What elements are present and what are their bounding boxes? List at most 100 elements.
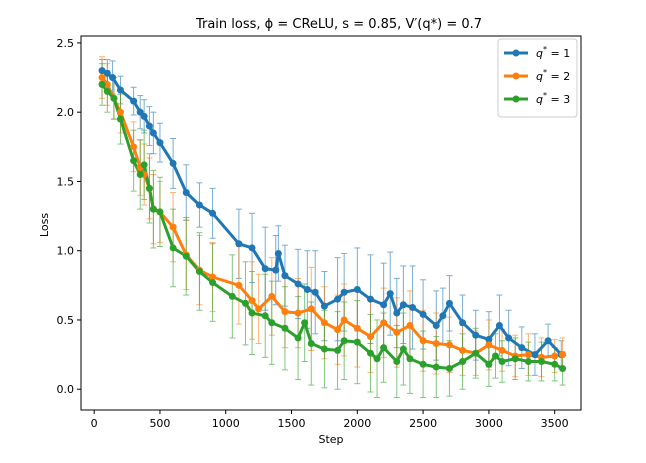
data-point-s3-p5 (136, 171, 144, 179)
data-point-s1-p8 (149, 129, 157, 137)
data-point-s3-p16 (248, 309, 256, 317)
data-point-s2-p23 (340, 316, 348, 324)
data-point-s2-p31 (445, 341, 453, 349)
data-point-s2-p30 (432, 340, 440, 348)
data-point-s1-p9 (156, 139, 164, 147)
data-point-s3-p39 (491, 352, 499, 360)
data-point-s1-p13 (209, 209, 217, 217)
data-point-s1-p10 (169, 159, 177, 167)
data-point-s3-p3 (116, 115, 124, 123)
data-point-s1-p31 (399, 301, 407, 309)
data-point-s3-p7 (145, 184, 153, 192)
y-tick-label-3: 1.5 (57, 175, 75, 188)
data-point-s1-p30 (393, 309, 401, 317)
data-point-s1-p23 (320, 302, 328, 310)
data-point-s2-p24 (353, 324, 361, 332)
data-point-s3-p31 (399, 345, 407, 353)
legend-marker-3 (512, 95, 520, 103)
data-point-s2-p40 (559, 351, 567, 359)
legend-marker-2 (512, 72, 520, 80)
data-point-s2-p39 (551, 352, 559, 360)
data-point-s3-p19 (281, 324, 289, 332)
data-point-s2-p20 (307, 305, 315, 313)
legend-entry-1: q* = 1 (504, 45, 570, 60)
x-tick-label-3500: 3500 (541, 417, 569, 430)
data-point-s2-p35 (498, 346, 506, 354)
data-point-s1-p32 (409, 303, 417, 311)
data-point-s1-p14 (235, 240, 243, 248)
legend-marker-1 (512, 49, 520, 57)
data-point-s1-p39 (485, 335, 493, 343)
data-point-s3-p44 (551, 360, 559, 368)
data-point-s2-p29 (419, 337, 427, 345)
data-point-s3-p27 (366, 349, 374, 357)
data-point-s2-p28 (406, 322, 414, 330)
x-tick-label-2500: 2500 (409, 417, 437, 430)
x-tick-label-3000: 3000 (475, 417, 503, 430)
data-point-s2-p0 (98, 74, 106, 82)
data-point-s3-p1 (103, 87, 111, 95)
data-point-s1-p11 (182, 189, 190, 197)
series-line-1 (101, 69, 563, 357)
data-point-s3-p41 (511, 355, 519, 363)
data-point-s3-p32 (406, 355, 414, 363)
y-tick-label-4: 2.0 (57, 106, 75, 119)
data-point-s3-p33 (419, 360, 427, 368)
data-point-s2-p21 (320, 319, 328, 327)
data-point-s3-p25 (340, 337, 348, 345)
y-tick-label-1: 0.5 (57, 314, 75, 327)
data-point-s1-p27 (366, 295, 374, 303)
data-point-s1-p44 (544, 337, 552, 345)
legend-entry-2: q* = 2 (504, 68, 570, 83)
data-point-s3-p24 (334, 346, 342, 354)
x-tick-label-500: 500 (149, 417, 170, 430)
data-point-s1-p6 (140, 112, 148, 120)
data-point-s3-p6 (140, 161, 148, 169)
data-point-s2-p19 (294, 309, 302, 317)
legend-entry-3: q* = 3 (504, 91, 570, 106)
data-point-s1-p41 (505, 334, 513, 342)
data-point-s1-p24 (334, 295, 342, 303)
data-point-s3-p20 (294, 334, 302, 342)
data-point-s3-p26 (353, 338, 361, 346)
data-point-s3-p15 (241, 299, 249, 307)
data-point-s1-p12 (195, 201, 203, 209)
data-point-s3-p28 (373, 355, 381, 363)
data-point-s2-p16 (255, 305, 263, 313)
data-point-s1-p15 (248, 244, 256, 252)
data-point-s3-p8 (149, 205, 157, 213)
data-point-s3-p0 (98, 80, 106, 88)
data-point-s1-p42 (518, 344, 526, 352)
data-point-s1-p34 (432, 322, 440, 330)
y-tick-label-5: 2.5 (57, 37, 75, 50)
data-point-s3-p14 (228, 292, 236, 300)
data-point-s2-p26 (380, 319, 388, 327)
x-tick-label-2000: 2000 (343, 417, 371, 430)
x-tick-label-1000: 1000 (212, 417, 240, 430)
data-point-s1-p4 (130, 97, 138, 105)
data-point-s2-p10 (169, 223, 177, 231)
data-point-s1-p33 (419, 310, 427, 318)
data-point-s3-p43 (538, 358, 546, 366)
data-point-s1-p28 (380, 301, 388, 309)
data-point-s1-p29 (386, 290, 394, 298)
data-point-s3-p18 (268, 319, 276, 327)
data-point-s1-p25 (340, 288, 348, 296)
data-point-s1-p22 (311, 288, 319, 296)
chart-title: Train loss, ϕ = CReLU, s = 0.85, V′(q*) … (195, 17, 482, 32)
data-point-s1-p40 (495, 322, 503, 330)
data-point-s2-p18 (281, 308, 289, 316)
data-point-s3-p37 (472, 349, 480, 357)
data-point-s2-p22 (334, 326, 342, 334)
data-point-s1-p20 (294, 280, 302, 288)
data-point-s3-p45 (559, 364, 567, 372)
data-point-s2-p25 (366, 333, 374, 341)
data-point-s1-p16 (261, 265, 269, 273)
data-point-s1-p43 (531, 351, 539, 359)
x-axis-label: Step (318, 433, 343, 446)
data-point-s3-p13 (209, 279, 217, 287)
data-point-s1-p17 (272, 266, 280, 274)
data-point-s1-p7 (145, 122, 153, 130)
data-point-s2-p13 (209, 273, 217, 281)
